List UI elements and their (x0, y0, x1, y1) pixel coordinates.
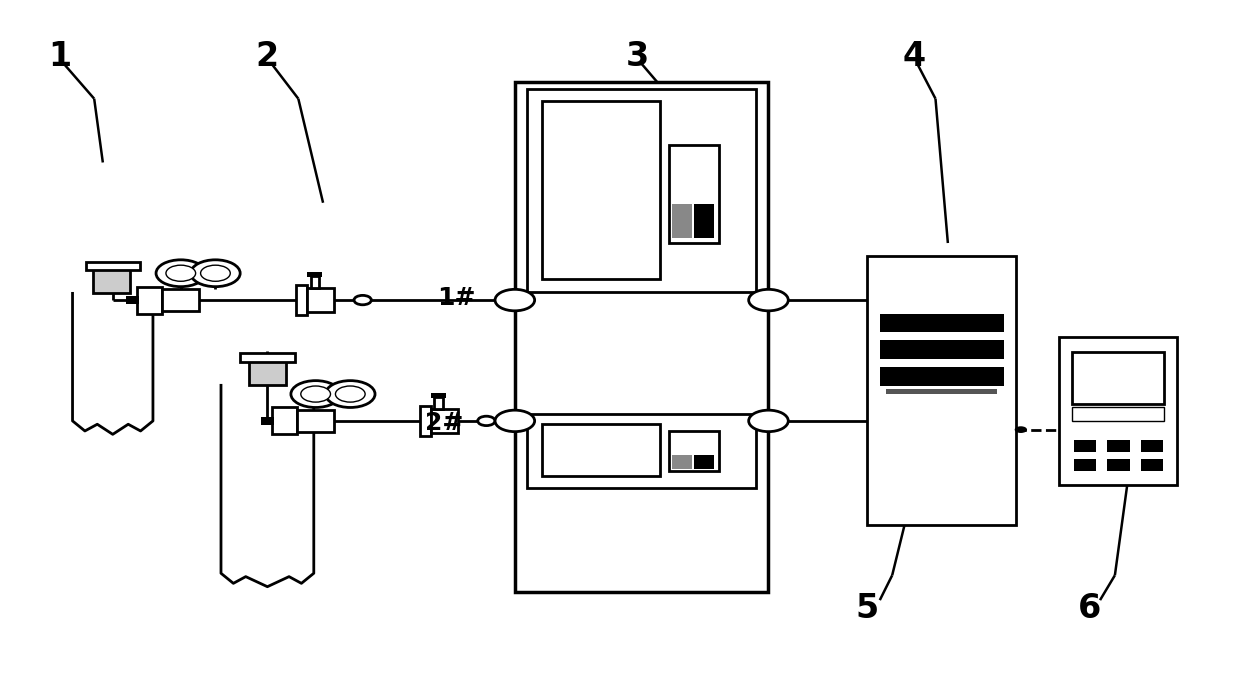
Bar (1059, 337, 1177, 485)
Bar (273, 408, 298, 434)
Circle shape (326, 381, 374, 408)
Bar (1071, 408, 1164, 421)
Bar (515, 82, 769, 592)
Text: 2: 2 (255, 40, 278, 73)
Bar (1074, 459, 1096, 471)
Bar (419, 406, 430, 435)
Bar (880, 367, 1003, 386)
Bar (1074, 440, 1096, 452)
Text: 6: 6 (1078, 592, 1101, 625)
Circle shape (495, 410, 534, 431)
Bar (694, 204, 714, 238)
Bar (241, 353, 295, 362)
Bar (880, 340, 1003, 359)
Circle shape (495, 289, 534, 311)
Circle shape (353, 295, 371, 305)
Bar (887, 389, 997, 394)
Bar (1141, 440, 1163, 452)
Text: 4: 4 (901, 40, 925, 73)
Text: 1#: 1# (436, 286, 475, 310)
Bar (126, 296, 139, 304)
Bar (1141, 459, 1163, 471)
Circle shape (502, 415, 527, 427)
FancyBboxPatch shape (873, 416, 1009, 445)
Text: 1: 1 (48, 40, 72, 73)
Bar (672, 204, 692, 238)
Circle shape (749, 410, 789, 431)
Circle shape (336, 386, 365, 402)
Text: 5: 5 (856, 592, 878, 625)
Bar (1071, 352, 1164, 404)
Circle shape (156, 259, 206, 286)
Bar (249, 360, 286, 386)
Circle shape (1014, 426, 1027, 433)
Circle shape (201, 265, 231, 281)
Text: 3: 3 (626, 40, 650, 73)
FancyBboxPatch shape (873, 442, 1009, 472)
Bar (138, 286, 162, 313)
Circle shape (291, 381, 341, 408)
Bar (880, 313, 1003, 332)
Circle shape (301, 386, 331, 402)
Bar (296, 285, 308, 315)
Bar (308, 272, 322, 277)
Bar (86, 262, 140, 270)
Bar (93, 268, 130, 293)
Bar (1107, 440, 1130, 452)
Circle shape (756, 415, 781, 427)
Bar (298, 410, 335, 431)
Bar (527, 415, 756, 488)
Circle shape (191, 259, 241, 286)
Circle shape (756, 293, 781, 307)
Bar (542, 423, 660, 476)
Circle shape (749, 289, 789, 311)
Bar (162, 289, 200, 311)
Circle shape (477, 417, 495, 425)
Bar (262, 417, 274, 425)
Bar (311, 276, 320, 288)
Bar (430, 393, 445, 398)
Bar (434, 397, 443, 409)
Bar (868, 256, 1016, 525)
Bar (308, 288, 335, 312)
Circle shape (166, 265, 196, 281)
Bar (527, 89, 756, 292)
Bar (430, 409, 458, 433)
Bar (670, 431, 719, 470)
Bar (672, 455, 692, 468)
Bar (670, 145, 719, 243)
Bar (542, 100, 660, 278)
Circle shape (502, 293, 527, 307)
Bar (694, 455, 714, 468)
Bar (1107, 459, 1130, 471)
Text: 2#: 2# (424, 411, 463, 435)
